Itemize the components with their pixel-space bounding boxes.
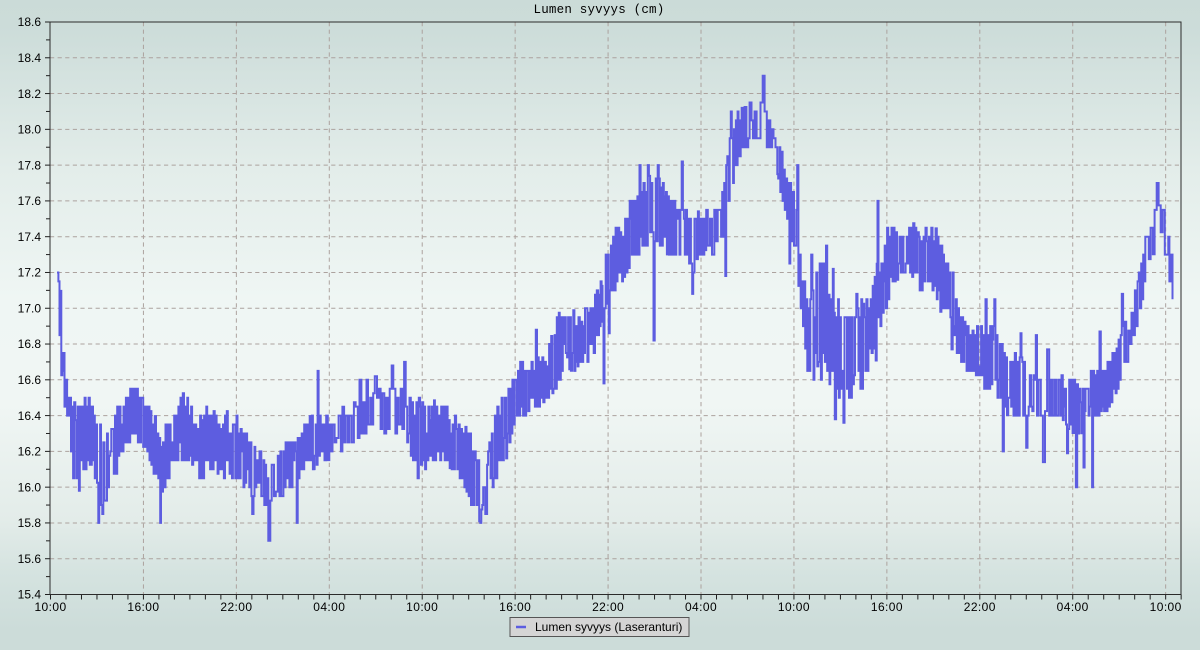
- svg-text:18.6: 18.6: [18, 15, 42, 29]
- svg-text:17.0: 17.0: [18, 302, 42, 316]
- svg-text:18.4: 18.4: [18, 51, 42, 65]
- svg-text:04:00: 04:00: [1057, 600, 1089, 614]
- svg-text:15.6: 15.6: [18, 552, 42, 566]
- svg-text:17.8: 17.8: [18, 158, 42, 172]
- svg-text:10:00: 10:00: [406, 600, 438, 614]
- svg-text:18.0: 18.0: [18, 123, 42, 137]
- svg-text:04:00: 04:00: [313, 600, 345, 614]
- svg-text:16.2: 16.2: [18, 445, 42, 459]
- svg-text:16:00: 16:00: [127, 600, 159, 614]
- svg-text:16.4: 16.4: [18, 409, 42, 423]
- svg-text:17.2: 17.2: [18, 266, 42, 280]
- svg-text:22:00: 22:00: [220, 600, 252, 614]
- svg-text:17.6: 17.6: [18, 194, 42, 208]
- svg-text:15.8: 15.8: [18, 516, 42, 530]
- svg-text:22:00: 22:00: [964, 600, 996, 614]
- svg-text:10:00: 10:00: [1150, 600, 1182, 614]
- svg-text:10:00: 10:00: [34, 600, 66, 614]
- svg-text:22:00: 22:00: [592, 600, 624, 614]
- svg-text:16.6: 16.6: [18, 373, 42, 387]
- svg-text:04:00: 04:00: [685, 600, 717, 614]
- svg-text:15.4: 15.4: [18, 588, 42, 602]
- svg-text:16.8: 16.8: [18, 337, 42, 351]
- svg-text:18.2: 18.2: [18, 87, 42, 101]
- svg-text:10:00: 10:00: [778, 600, 810, 614]
- svg-text:Lumen syvyys (cm): Lumen syvyys (cm): [534, 3, 665, 17]
- svg-text:16.0: 16.0: [18, 480, 42, 494]
- svg-text:16:00: 16:00: [499, 600, 531, 614]
- svg-text:17.4: 17.4: [18, 230, 42, 244]
- svg-text:Lumen syvyys (Laseranturi): Lumen syvyys (Laseranturi): [535, 620, 682, 634]
- svg-text:16:00: 16:00: [871, 600, 903, 614]
